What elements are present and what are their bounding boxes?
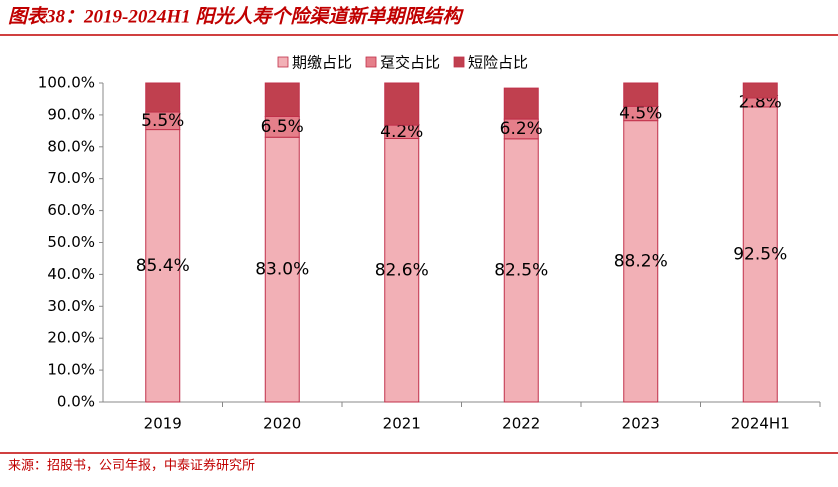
bar-segment xyxy=(742,82,778,99)
y-tick-label: 30.0% xyxy=(47,297,95,315)
data-label: 4.5% xyxy=(619,103,662,123)
legend-label: 短险占比 xyxy=(468,54,528,72)
y-tick-label: 100.0% xyxy=(38,74,95,92)
y-tick-label: 90.0% xyxy=(47,105,95,123)
bar-segment xyxy=(384,82,420,126)
bar-segment xyxy=(623,120,659,403)
data-label: 85.4% xyxy=(136,256,190,276)
chart-title: 图表38：2019-2024H1 阳光人寿个险渠道新单期限结构 xyxy=(8,5,464,27)
x-tick-label: 2023 xyxy=(622,415,660,433)
y-tick-label: 80.0% xyxy=(47,137,95,155)
legend-label: 期缴占比 xyxy=(292,54,352,72)
data-label: 5.5% xyxy=(141,111,184,131)
data-label: 6.5% xyxy=(261,117,304,137)
y-tick-label: 0.0% xyxy=(57,393,95,411)
y-tick-label: 70.0% xyxy=(47,169,95,187)
bar-segment xyxy=(145,129,181,403)
y-tick-label: 50.0% xyxy=(47,233,95,251)
x-tick-label: 2021 xyxy=(383,415,421,433)
source-note: 来源：招股书，公司年报，中泰证券研究所 xyxy=(8,458,255,474)
x-tick-label: 2022 xyxy=(502,415,540,433)
data-label: 88.2% xyxy=(614,251,668,271)
bar-segment xyxy=(264,136,300,403)
legend-label: 趸交占比 xyxy=(380,54,440,72)
x-tick-label: 2020 xyxy=(263,415,301,433)
x-tick-label: 2019 xyxy=(144,415,182,433)
legend-swatch xyxy=(277,56,289,68)
data-label: 82.5% xyxy=(494,260,548,280)
data-label: 82.6% xyxy=(375,260,429,280)
y-tick-label: 20.0% xyxy=(47,329,95,347)
y-tick-label: 60.0% xyxy=(47,201,95,219)
data-label: 6.2% xyxy=(500,119,543,139)
data-label: 4.2% xyxy=(380,122,423,142)
bar-segment xyxy=(623,82,659,107)
bar-segment xyxy=(145,82,181,113)
bar-segment xyxy=(503,138,539,403)
legend-swatch xyxy=(453,56,465,68)
data-label: 92.5% xyxy=(733,244,787,264)
y-tick-label: 10.0% xyxy=(47,361,95,379)
bar-segment xyxy=(503,87,539,120)
bar-segment xyxy=(264,82,300,117)
data-label: 83.0% xyxy=(255,260,309,280)
legend-swatch xyxy=(365,56,377,68)
y-tick-label: 40.0% xyxy=(47,265,95,283)
x-tick-label: 2024H1 xyxy=(731,415,790,433)
